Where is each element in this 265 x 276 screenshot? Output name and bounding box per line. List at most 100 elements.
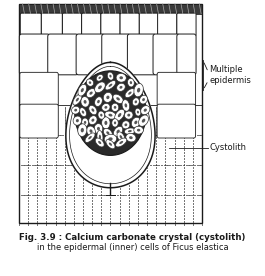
Ellipse shape bbox=[106, 131, 109, 134]
Ellipse shape bbox=[128, 130, 132, 132]
Ellipse shape bbox=[134, 126, 143, 134]
FancyBboxPatch shape bbox=[82, 13, 101, 36]
Ellipse shape bbox=[72, 106, 80, 114]
Ellipse shape bbox=[103, 128, 112, 137]
Ellipse shape bbox=[125, 104, 127, 107]
Ellipse shape bbox=[94, 124, 103, 134]
Bar bbox=[19, 4, 202, 222]
Ellipse shape bbox=[106, 95, 109, 99]
Ellipse shape bbox=[137, 129, 140, 131]
Ellipse shape bbox=[96, 74, 103, 81]
Ellipse shape bbox=[144, 108, 147, 112]
Ellipse shape bbox=[82, 111, 84, 114]
FancyBboxPatch shape bbox=[20, 72, 58, 106]
Ellipse shape bbox=[129, 136, 133, 139]
Ellipse shape bbox=[140, 95, 148, 104]
Ellipse shape bbox=[90, 129, 92, 133]
Ellipse shape bbox=[125, 111, 133, 119]
Ellipse shape bbox=[126, 133, 136, 142]
Ellipse shape bbox=[109, 75, 112, 78]
Ellipse shape bbox=[114, 121, 116, 124]
Ellipse shape bbox=[115, 109, 125, 121]
Ellipse shape bbox=[89, 105, 97, 115]
Ellipse shape bbox=[75, 71, 146, 155]
Ellipse shape bbox=[117, 132, 125, 142]
FancyBboxPatch shape bbox=[41, 13, 62, 36]
Ellipse shape bbox=[82, 118, 89, 127]
Ellipse shape bbox=[141, 106, 150, 115]
Ellipse shape bbox=[127, 114, 130, 116]
Ellipse shape bbox=[142, 98, 145, 101]
Ellipse shape bbox=[114, 106, 116, 109]
Ellipse shape bbox=[97, 131, 103, 144]
Ellipse shape bbox=[107, 72, 114, 80]
Ellipse shape bbox=[85, 133, 95, 142]
Ellipse shape bbox=[125, 89, 135, 98]
Ellipse shape bbox=[116, 130, 120, 133]
Ellipse shape bbox=[99, 76, 101, 79]
Ellipse shape bbox=[137, 111, 139, 113]
Ellipse shape bbox=[100, 114, 103, 116]
Ellipse shape bbox=[131, 117, 140, 128]
FancyBboxPatch shape bbox=[62, 13, 82, 36]
Ellipse shape bbox=[89, 81, 91, 84]
Ellipse shape bbox=[81, 128, 84, 132]
Ellipse shape bbox=[130, 81, 132, 84]
Text: Cystolith: Cystolith bbox=[209, 144, 246, 152]
Ellipse shape bbox=[106, 140, 115, 149]
FancyBboxPatch shape bbox=[48, 34, 78, 75]
Ellipse shape bbox=[104, 106, 107, 109]
Ellipse shape bbox=[89, 92, 93, 95]
Ellipse shape bbox=[88, 136, 92, 139]
Ellipse shape bbox=[74, 109, 77, 112]
FancyBboxPatch shape bbox=[158, 13, 177, 36]
Ellipse shape bbox=[105, 81, 116, 90]
Ellipse shape bbox=[95, 138, 104, 147]
Ellipse shape bbox=[95, 82, 105, 93]
Ellipse shape bbox=[116, 73, 126, 82]
Ellipse shape bbox=[139, 115, 148, 126]
Ellipse shape bbox=[83, 100, 87, 104]
Ellipse shape bbox=[103, 92, 112, 102]
Bar bbox=[19, 4, 202, 14]
Ellipse shape bbox=[127, 78, 134, 87]
Ellipse shape bbox=[80, 108, 86, 117]
Ellipse shape bbox=[91, 119, 94, 122]
Ellipse shape bbox=[73, 94, 82, 105]
Ellipse shape bbox=[132, 98, 139, 106]
Ellipse shape bbox=[102, 104, 110, 111]
Ellipse shape bbox=[86, 79, 94, 86]
Ellipse shape bbox=[125, 123, 127, 126]
Ellipse shape bbox=[116, 138, 127, 147]
FancyBboxPatch shape bbox=[20, 104, 58, 138]
FancyBboxPatch shape bbox=[177, 34, 196, 75]
Ellipse shape bbox=[118, 113, 121, 117]
Text: in the epidermal (inner) cells of Ficus elastica: in the epidermal (inner) cells of Ficus … bbox=[37, 243, 228, 253]
Ellipse shape bbox=[102, 117, 110, 129]
FancyBboxPatch shape bbox=[127, 34, 156, 75]
Ellipse shape bbox=[108, 114, 112, 116]
Ellipse shape bbox=[120, 86, 122, 89]
FancyBboxPatch shape bbox=[120, 13, 139, 36]
Ellipse shape bbox=[135, 108, 141, 116]
FancyBboxPatch shape bbox=[177, 13, 196, 36]
Ellipse shape bbox=[112, 119, 118, 127]
Ellipse shape bbox=[97, 100, 100, 103]
Ellipse shape bbox=[116, 97, 120, 100]
Ellipse shape bbox=[120, 76, 123, 79]
Ellipse shape bbox=[120, 135, 122, 139]
FancyBboxPatch shape bbox=[101, 13, 120, 36]
Ellipse shape bbox=[117, 83, 125, 91]
Ellipse shape bbox=[134, 83, 143, 97]
Ellipse shape bbox=[98, 86, 102, 89]
Ellipse shape bbox=[97, 127, 100, 131]
Ellipse shape bbox=[128, 92, 132, 95]
Ellipse shape bbox=[98, 141, 101, 144]
FancyBboxPatch shape bbox=[157, 72, 196, 106]
Ellipse shape bbox=[122, 121, 130, 129]
Ellipse shape bbox=[104, 121, 107, 125]
Ellipse shape bbox=[111, 103, 119, 112]
Ellipse shape bbox=[76, 119, 79, 122]
Ellipse shape bbox=[73, 116, 82, 125]
Ellipse shape bbox=[87, 126, 95, 136]
